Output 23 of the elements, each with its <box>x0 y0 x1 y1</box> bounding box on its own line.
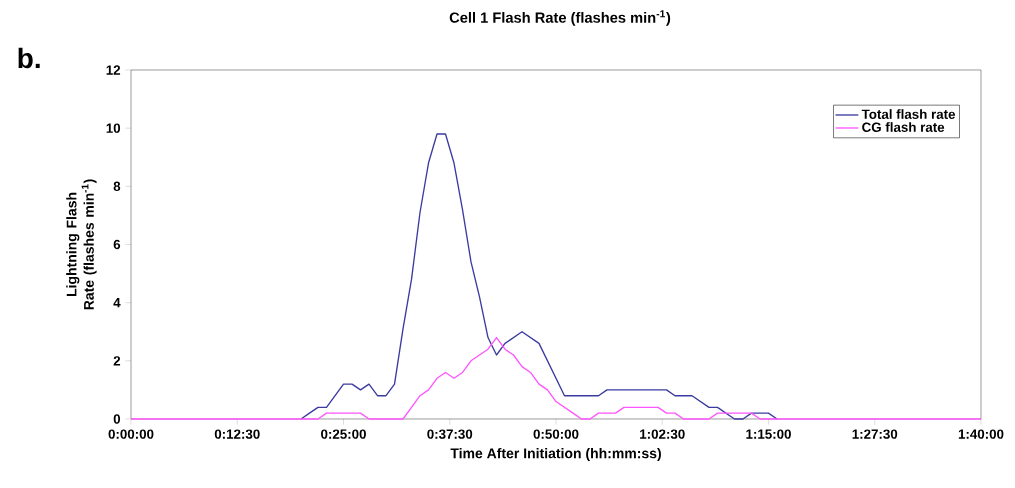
x-tick-label: 0:12:30 <box>214 429 260 439</box>
x-tick-label: 1:40:00 <box>958 429 1004 439</box>
y-tick-label: 6 <box>113 239 121 250</box>
y-tick-label: 4 <box>113 298 121 308</box>
y-tick-label: 0 <box>113 414 121 424</box>
y-tick-label: 12 <box>106 65 121 75</box>
x-tick-label: 0:50:00 <box>533 429 579 439</box>
y-axis-title: Lightning Flash Rate (flashes min$^{-1}$) <box>66 179 97 310</box>
x-tick-label: 0:37:30 <box>427 429 473 439</box>
x-tick-label: 1:15:00 <box>746 429 791 439</box>
y-tick-label: 2 <box>113 356 121 366</box>
line-series <box>130 336 982 420</box>
x-tick-label: 1:27:30 <box>852 429 898 439</box>
legend-label: CG flash rate <box>862 122 945 132</box>
chart-title: Cell 1 Flash Rate (flashes min$^{-1}$) <box>449 10 671 26</box>
legend-label: Total flash rate <box>861 109 956 119</box>
x-tick-label: 0:00:00 <box>108 429 154 439</box>
y-tick-label: 8 <box>113 181 121 192</box>
x-tick-label: 1:02:30 <box>640 429 685 439</box>
text: b. <box>18 47 40 69</box>
y-tick-label: 10 <box>106 123 121 133</box>
x-axis-title: Time After Initiation (hh:mm:ss) <box>450 448 661 462</box>
x-tick-label: 0:25:00 <box>321 429 366 439</box>
